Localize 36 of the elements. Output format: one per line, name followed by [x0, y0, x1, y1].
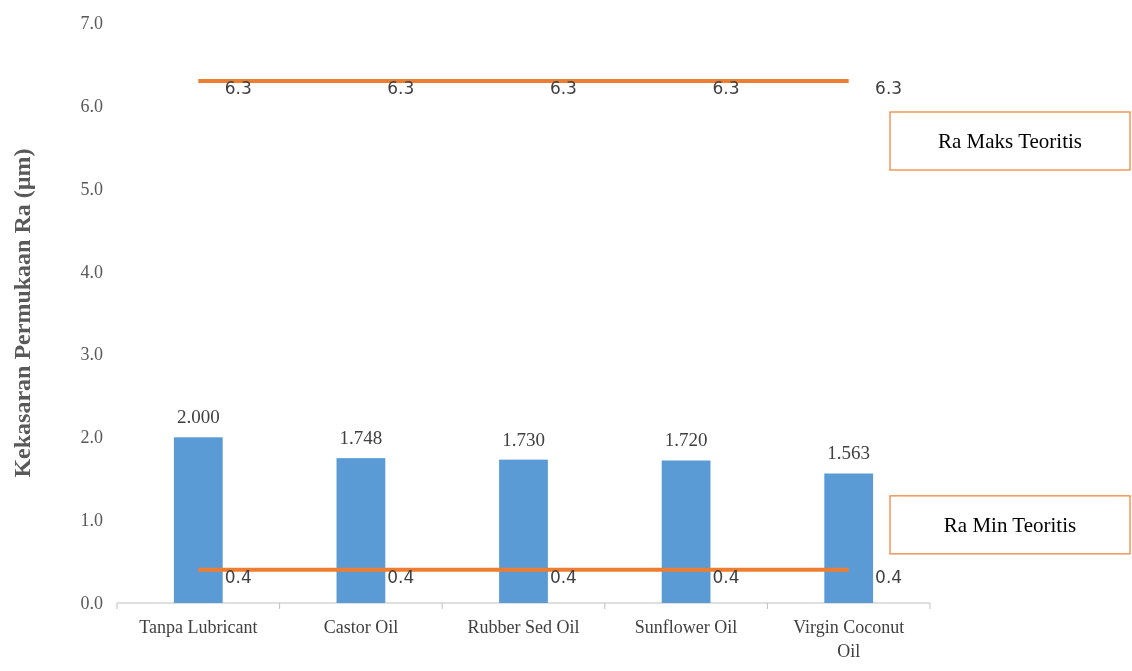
bar — [173, 437, 223, 603]
name-box: Ra Maks Teoritis — [889, 111, 1131, 171]
y-tick-label: 4.0 — [80, 261, 103, 282]
y-tick-label: 0.0 — [80, 593, 103, 613]
x-tick-label: Sunflower Oil — [634, 617, 738, 637]
data-label: 6.3 — [549, 78, 577, 98]
y-tick-label: 7.0 — [80, 13, 103, 33]
bar — [499, 459, 548, 603]
y-tick-label: 6.0 — [80, 95, 103, 116]
y-tick-label: 3.0 — [80, 344, 103, 365]
data-label: 6.3 — [387, 78, 415, 98]
name-box: Ra Min Teoritis — [889, 495, 1131, 555]
data-label: 6.3 — [224, 78, 252, 98]
x-tick-label: Virgin Coconut Oil — [793, 617, 905, 661]
data-label: 0.4 — [875, 566, 903, 587]
x-tick-label: Rubber Sed Oil — [467, 617, 580, 637]
y-tick-label: 1.0 — [80, 510, 103, 531]
x-tick-label: Castor Oil — [323, 617, 399, 637]
bar — [661, 460, 711, 603]
data-label: 0.4 — [712, 566, 740, 587]
data-label: 0.4 — [224, 566, 252, 587]
data-label: 1.748 — [339, 427, 383, 449]
data-label: 0.4 — [549, 566, 577, 587]
data-label: 6.3 — [712, 78, 740, 98]
data-label: 0.4 — [387, 566, 415, 587]
data-label: 1.730 — [502, 428, 545, 450]
bar — [824, 473, 874, 603]
y-axis-title: Kekasaran Permukaan Ra (µm) — [9, 148, 35, 478]
bar — [336, 458, 386, 603]
x-tick-label: Tanpa Lubricant — [139, 617, 258, 637]
data-label: 1.720 — [664, 429, 708, 451]
data-label: 6.3 — [875, 78, 903, 98]
data-label: 2.000 — [176, 406, 220, 428]
data-label: 1.563 — [827, 442, 871, 464]
y-tick-label: 5.0 — [80, 178, 103, 199]
y-tick-label: 2.0 — [80, 427, 103, 448]
